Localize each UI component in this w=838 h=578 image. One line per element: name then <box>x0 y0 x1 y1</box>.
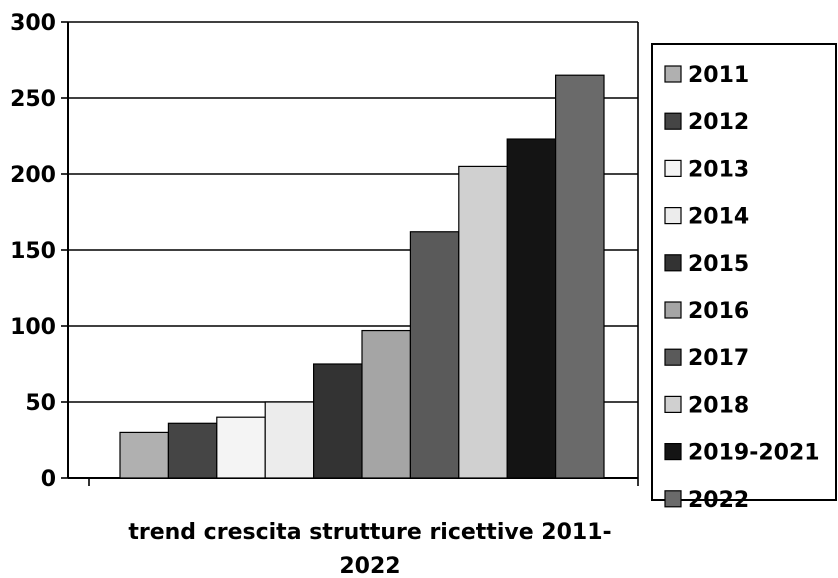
y-tick-labels: 0 50 100 150 200 250 300 <box>10 11 56 492</box>
x-axis-label-line-2: 2022 <box>339 554 400 578</box>
x-axis-label-line-1: trend crescita strutture ricettive 2011- <box>128 520 611 545</box>
bar-2013 <box>216 416 266 479</box>
legend-swatch-2018 <box>664 395 682 413</box>
legend-label-2022: 2022 <box>688 488 749 513</box>
bar-2017 <box>409 231 460 479</box>
y-tick-label: 100 <box>10 315 56 340</box>
bar-2019-2021 <box>506 138 557 479</box>
bar-2018 <box>458 165 508 479</box>
bar-2016 <box>361 329 412 479</box>
legend-swatch-2014 <box>664 207 682 225</box>
legend-swatch-2013 <box>664 159 682 177</box>
y-tick-label: 300 <box>10 11 56 36</box>
legend-swatch-2012 <box>664 112 682 130</box>
legend-swatch-2015 <box>664 254 682 272</box>
legend-label-2016: 2016 <box>688 299 749 324</box>
legend-swatch-2019-2021 <box>664 443 682 461</box>
legend-label-2012: 2012 <box>688 110 749 135</box>
legend-label-2017: 2017 <box>688 346 749 371</box>
bar-2011 <box>119 431 170 479</box>
legend-label-2018: 2018 <box>688 393 749 418</box>
legend-label-2015: 2015 <box>688 252 749 277</box>
legend-label-2013: 2013 <box>688 157 749 182</box>
legend-swatch-2016 <box>664 301 682 319</box>
y-tick-label: 250 <box>10 87 56 112</box>
legend-box <box>651 43 837 501</box>
y-tick-label: 150 <box>10 239 56 264</box>
bars <box>119 74 605 479</box>
y-tick-label: 200 <box>10 163 56 188</box>
x-axis-label: trend crescita strutture ricettive 2011-… <box>128 520 611 578</box>
legend-label-2019-2021: 2019-2021 <box>688 441 820 466</box>
bar-2014 <box>264 401 315 479</box>
bar-2022 <box>554 74 605 479</box>
bar-2012 <box>167 422 218 479</box>
y-tick-label: 0 <box>41 467 56 492</box>
legend-label-2011: 2011 <box>688 63 749 88</box>
legend-label-2014: 2014 <box>688 205 749 230</box>
bar-2015 <box>313 363 363 479</box>
legend-swatch-2022 <box>664 490 682 508</box>
legend-swatch-2017 <box>664 348 682 366</box>
legend-swatch-2011 <box>664 65 682 83</box>
legend: 2011 2012 2013 2014 2015 2016 2017 2018 2019-202… <box>651 43 837 513</box>
y-tick-label: 50 <box>25 391 56 416</box>
